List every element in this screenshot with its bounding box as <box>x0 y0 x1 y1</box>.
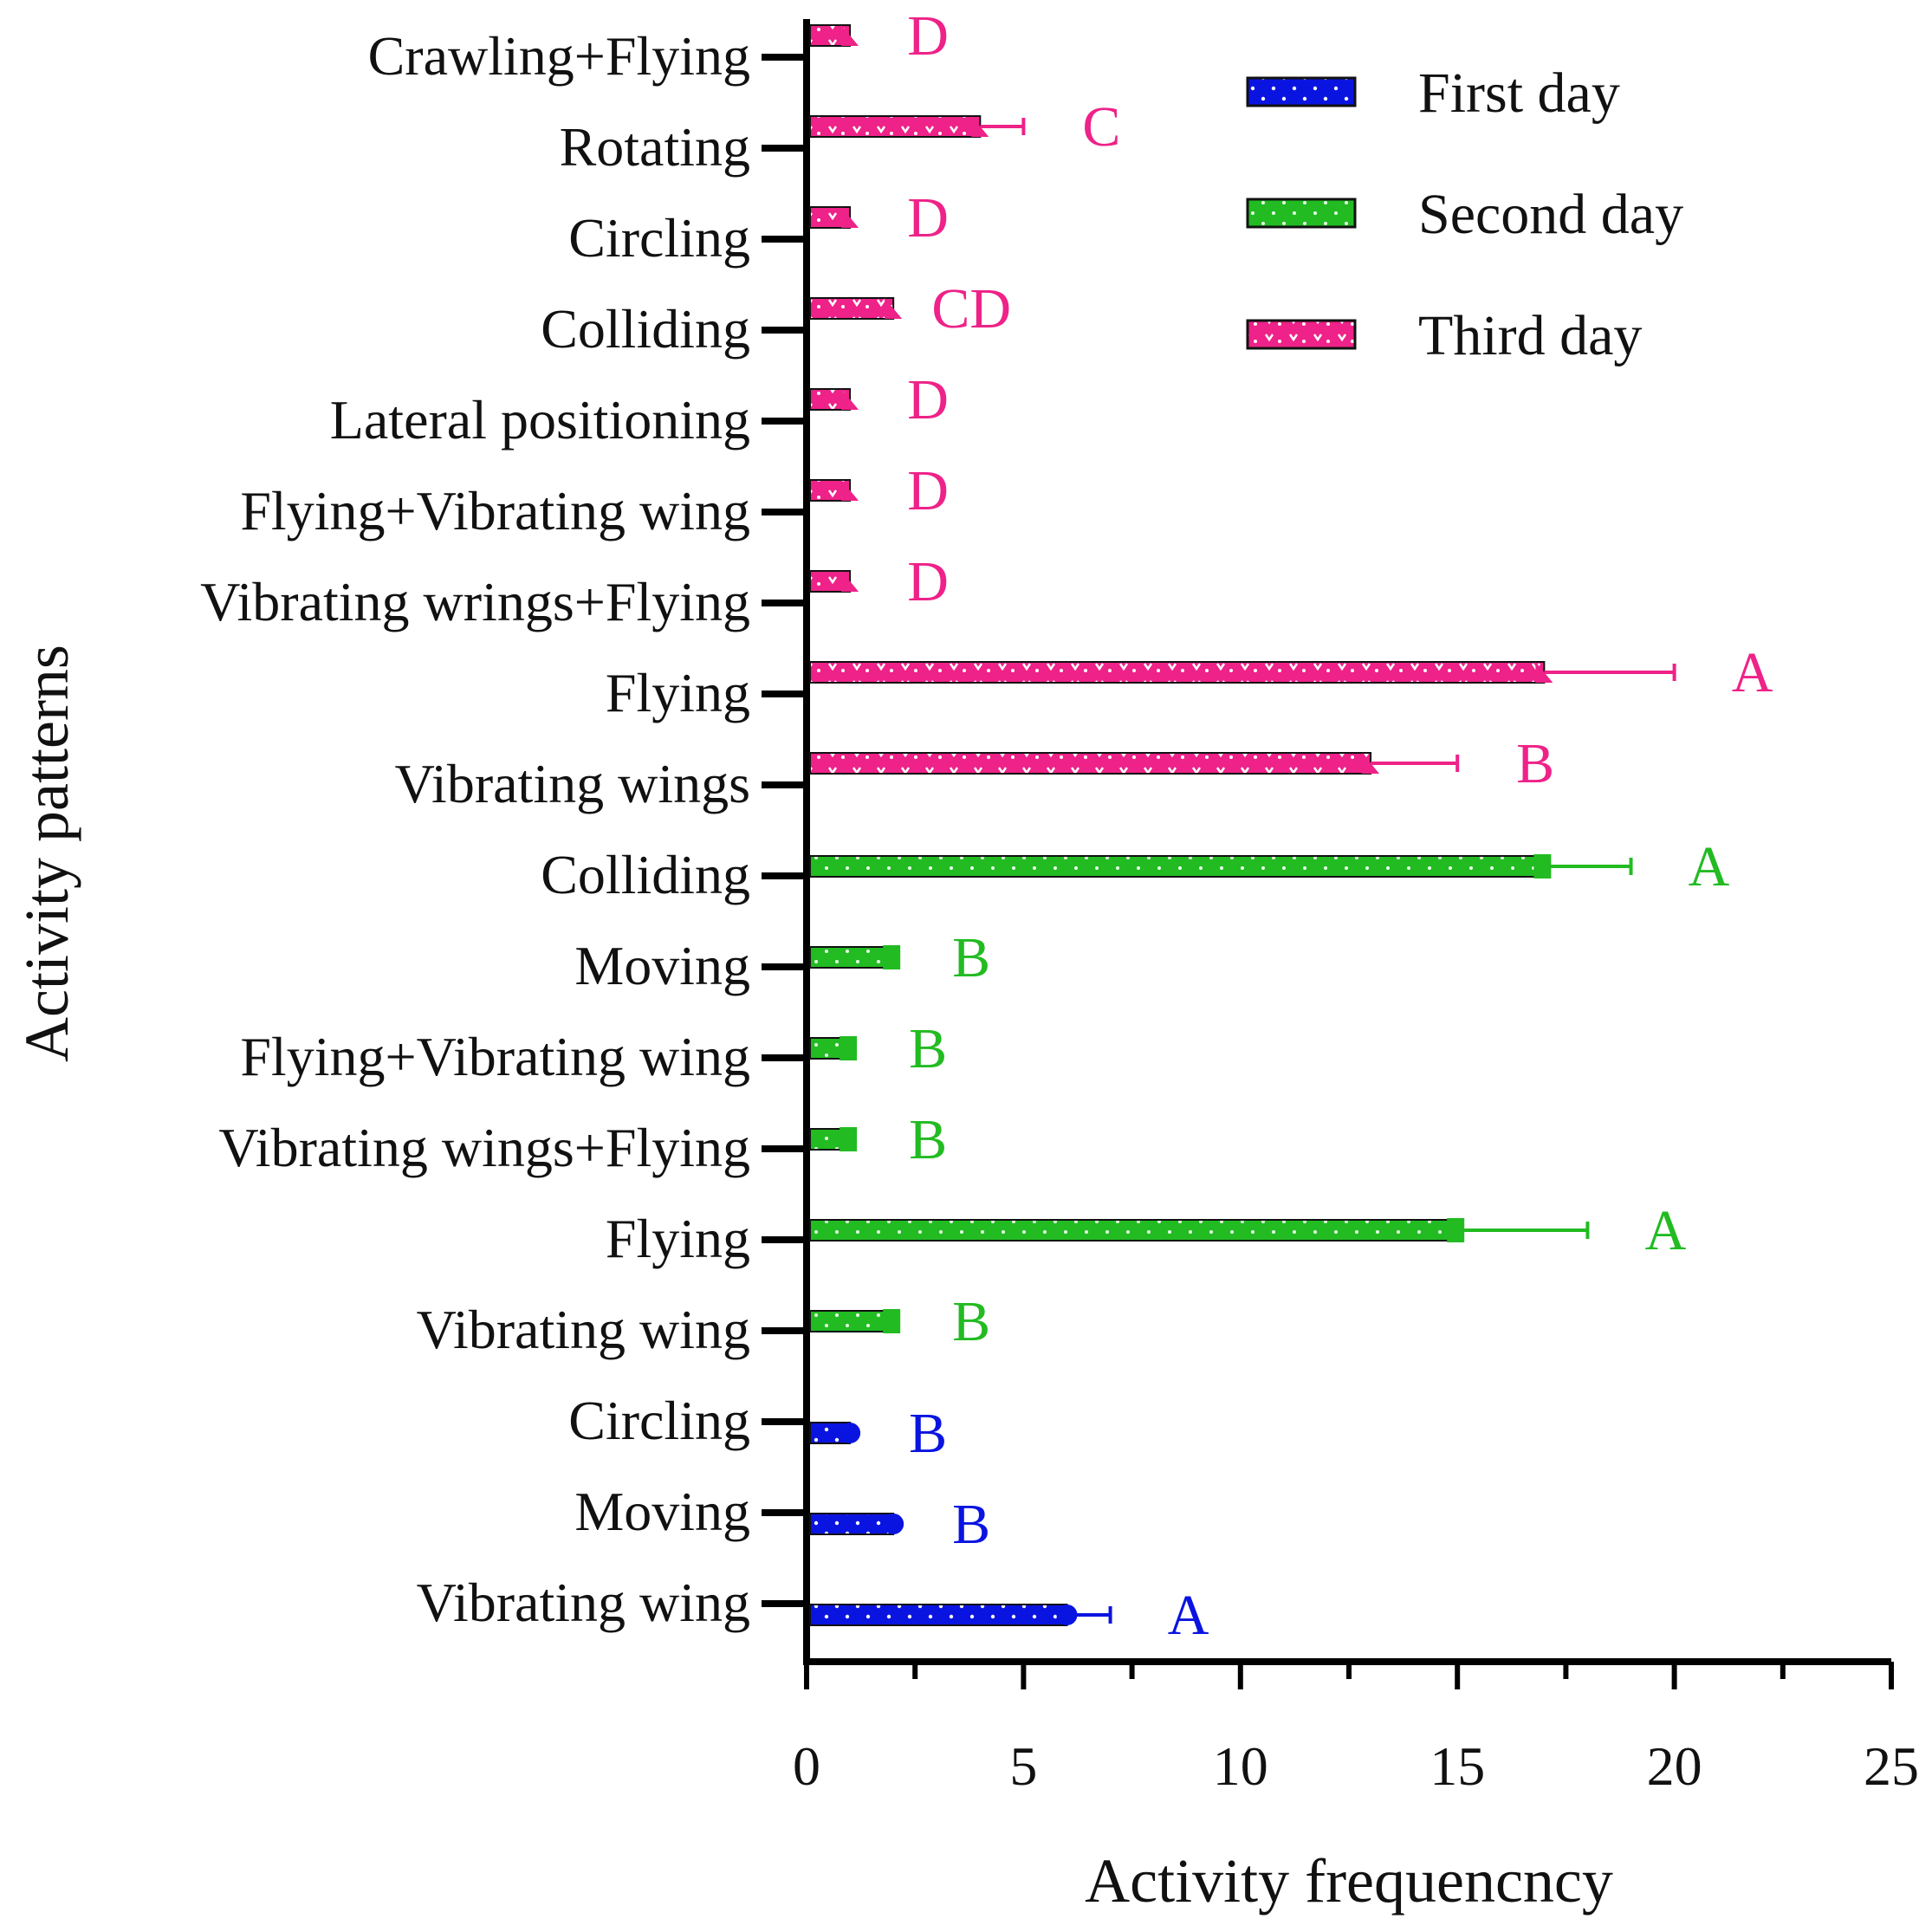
bar-end-marker <box>841 207 859 228</box>
category-label: Vibrating wrings+Flying <box>200 571 750 632</box>
x-tick-label: 10 <box>1213 1735 1268 1797</box>
legend-label: First day <box>1418 62 1620 125</box>
significance-label: B <box>909 1017 947 1080</box>
bar-end-marker <box>883 1514 904 1534</box>
category-label: Vibrating wings <box>395 753 750 814</box>
significance-label: D <box>907 550 949 613</box>
significance-label: D <box>907 4 949 68</box>
significance-label: D <box>907 186 949 250</box>
bar-end-marker <box>840 1127 858 1151</box>
legend-swatch <box>1246 198 1357 229</box>
bar-end-marker <box>1533 854 1552 878</box>
y-axis-title: Activity patterns <box>12 645 81 1062</box>
bar-end-marker <box>841 480 859 501</box>
category-label: Rotating <box>560 116 750 178</box>
category-label: Moving <box>574 1481 750 1542</box>
category-label: Moving <box>574 935 750 996</box>
bar-end-marker <box>885 298 903 319</box>
category-label: Vibrating wing <box>417 1299 750 1360</box>
category-label: Flying+Vibrating wing <box>240 1026 750 1087</box>
bar <box>809 115 982 138</box>
bar-end-marker <box>841 389 859 410</box>
y-ticks <box>762 54 807 1607</box>
significance-label: B <box>1516 732 1554 795</box>
category-label: Flying <box>606 662 750 723</box>
x-tick-label: 0 <box>793 1735 820 1797</box>
significance-label: A <box>1168 1584 1209 1647</box>
x-tick-label: 15 <box>1430 1735 1485 1797</box>
x-tick-label: 5 <box>1009 1735 1037 1797</box>
category-label: Flying+Vibrating wing <box>240 480 750 541</box>
category-labels: Crawling+Flying Rotating Circling Colliding… <box>200 25 750 1633</box>
significance-label: CD <box>931 277 1011 340</box>
legend-label: Third day <box>1418 304 1642 367</box>
significance-label: D <box>907 368 949 431</box>
bar <box>809 1513 895 1535</box>
bar <box>809 1604 1068 1626</box>
x-axis-title: Activity frequencncy <box>1085 1846 1613 1916</box>
category-label: Vibrating wing <box>417 1572 750 1633</box>
significance-label: D <box>907 459 949 522</box>
bar-end-marker <box>1447 1218 1465 1242</box>
category-label: Circling <box>568 1390 750 1451</box>
bar-end-marker <box>841 571 859 592</box>
bar <box>809 855 1546 878</box>
category-label: Crawling+Flying <box>368 25 750 87</box>
bar <box>809 297 895 320</box>
bar-end-marker <box>841 25 859 46</box>
bar-end-marker <box>883 1309 901 1333</box>
significance-label: A <box>1689 835 1730 898</box>
category-label: Colliding <box>541 844 750 905</box>
error-bars <box>980 118 1676 1624</box>
significance-label: B <box>952 926 990 989</box>
legend: First day Second day Third day <box>1246 62 1683 367</box>
category-label: Lateral positioning <box>330 389 750 451</box>
significance-label: A <box>1645 1199 1687 1262</box>
significance-label: B <box>909 1108 947 1171</box>
bar <box>809 1310 895 1332</box>
x-ticks: 0 5 10 15 20 25 <box>793 1662 1919 1797</box>
legend-swatch <box>1246 76 1357 107</box>
bar-end-marker <box>840 1036 858 1060</box>
significance-label: C <box>1082 95 1120 159</box>
x-tick-label: 20 <box>1647 1735 1702 1797</box>
significance-label: A <box>1732 641 1773 704</box>
significance-label: B <box>952 1493 990 1556</box>
legend-label: Second day <box>1418 183 1683 246</box>
significance-label: B <box>909 1402 947 1465</box>
category-label: Circling <box>568 207 750 269</box>
bar-end-marker <box>840 1423 861 1443</box>
bar-end-marker <box>883 945 901 969</box>
category-label: Colliding <box>541 298 750 360</box>
bar <box>809 1219 1459 1242</box>
legend-swatch <box>1246 319 1357 350</box>
significance-label: B <box>952 1290 990 1353</box>
category-label: Vibrating wings+Flying <box>218 1117 750 1178</box>
bars <box>809 24 1553 1626</box>
category-label: Flying <box>606 1208 750 1269</box>
x-tick-label: 25 <box>1864 1735 1919 1797</box>
bar <box>809 752 1372 775</box>
bar <box>809 946 895 969</box>
bar <box>809 661 1546 684</box>
